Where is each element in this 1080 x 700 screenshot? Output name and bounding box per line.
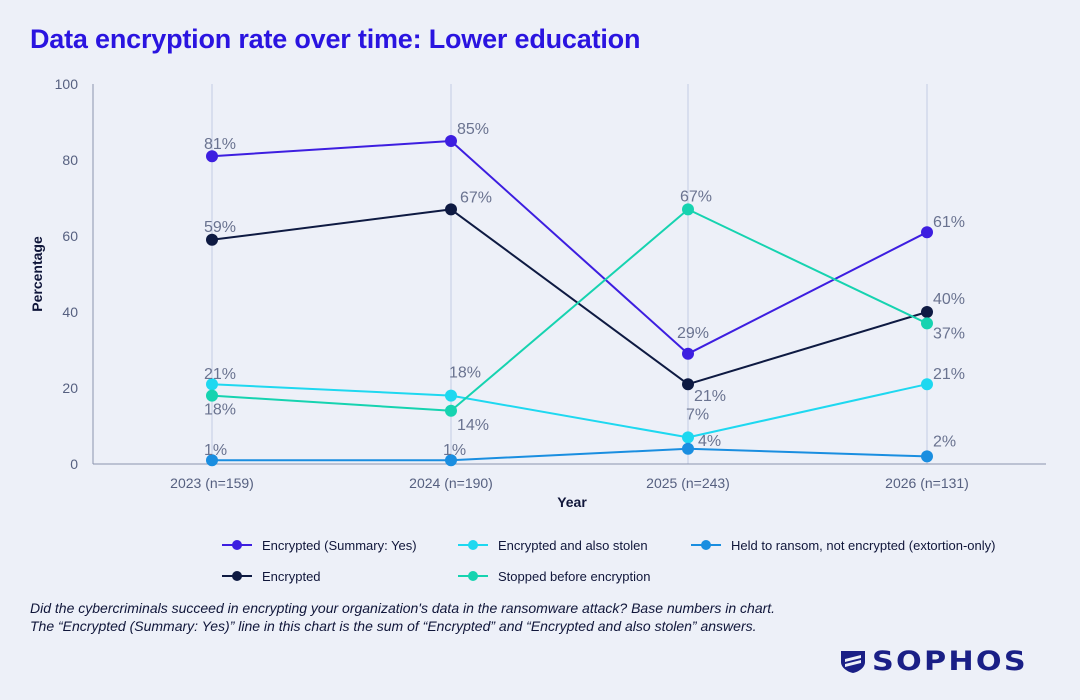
x-tick-label: 2026 (n=131) xyxy=(885,475,969,491)
footnote-line-2: The “Encrypted (Summary: Yes)” line in t… xyxy=(30,618,757,634)
legend-marker xyxy=(232,540,242,550)
data-label: 67% xyxy=(460,189,492,206)
data-point xyxy=(206,454,218,467)
data-label: 1% xyxy=(204,442,227,459)
logo-text: SOPHOS xyxy=(872,646,1028,677)
legend-marker xyxy=(701,540,711,550)
y-tick-label: 20 xyxy=(62,380,78,396)
x-axis-title: Year xyxy=(557,494,587,510)
series-line xyxy=(211,208,928,412)
data-point xyxy=(206,233,218,246)
data-label: 7% xyxy=(686,406,709,423)
y-axis-title: Percentage xyxy=(29,236,45,312)
x-tick-label: 2025 (n=243) xyxy=(646,475,730,491)
y-tick-label: 80 xyxy=(62,152,78,168)
data-point xyxy=(445,203,457,216)
data-label: 81% xyxy=(204,136,236,153)
data-label: 4% xyxy=(698,433,721,450)
chart-title: Data encryption rate over time: Lower ed… xyxy=(30,24,641,54)
data-label: 21% xyxy=(933,366,965,383)
data-label: 14% xyxy=(457,417,489,434)
data-label: 59% xyxy=(204,219,236,236)
series-line xyxy=(211,140,928,355)
x-tick-label: 2023 (n=159) xyxy=(170,475,254,491)
data-point xyxy=(445,454,457,467)
data-label: 29% xyxy=(677,325,709,342)
x-tick-label: 2024 (n=190) xyxy=(409,475,493,491)
legend-marker xyxy=(232,571,242,581)
data-label: 1% xyxy=(443,442,466,459)
sophos-logo: SOPHOS xyxy=(840,646,1026,677)
data-label: 67% xyxy=(680,188,712,205)
y-tick-label: 40 xyxy=(62,304,78,320)
data-point xyxy=(921,378,933,391)
y-tick-label: 60 xyxy=(62,228,78,244)
legend-label: Held to ransom, not encrypted (extortion… xyxy=(731,538,995,553)
data-point xyxy=(921,226,933,239)
sophos-shield-icon xyxy=(841,650,865,673)
footnote: Did the cybercriminals succeed in encryp… xyxy=(30,599,775,635)
data-label: 18% xyxy=(204,402,236,419)
series-line xyxy=(211,208,928,386)
y-tick-label: 0 xyxy=(70,456,78,472)
data-point xyxy=(682,442,694,455)
data-label: 37% xyxy=(933,325,965,342)
data-label: 21% xyxy=(694,388,726,405)
data-point xyxy=(445,389,457,402)
data-label: 40% xyxy=(933,291,965,308)
data-point xyxy=(682,347,694,360)
data-point xyxy=(921,317,933,330)
data-label: 18% xyxy=(449,365,481,382)
data-label: 61% xyxy=(933,214,965,231)
legend-label: Encrypted (Summary: Yes) xyxy=(262,538,417,553)
data-label: 85% xyxy=(457,121,489,138)
data-point xyxy=(921,306,933,318)
legend-label: Stopped before encryption xyxy=(498,569,651,584)
series-line xyxy=(212,447,928,462)
legend-label: Encrypted xyxy=(262,569,321,584)
y-tick-label: 100 xyxy=(55,76,79,92)
series-line xyxy=(211,383,928,439)
data-point xyxy=(682,431,694,444)
line-chart: 0 20 40 60 80 100 2023 (n=159) 2024 (n=190) 2025… xyxy=(29,76,1046,584)
data-point xyxy=(206,150,218,163)
legend-label: Encrypted and also stolen xyxy=(498,538,648,553)
data-label: 2% xyxy=(933,433,956,450)
legend-marker xyxy=(468,571,478,581)
data-point xyxy=(206,378,218,391)
data-point xyxy=(445,404,457,417)
legend-marker xyxy=(468,540,478,550)
footnote-line-1: Did the cybercriminals succeed in encryp… xyxy=(30,600,776,616)
data-point xyxy=(682,378,694,391)
data-label: 21% xyxy=(204,366,236,383)
data-point xyxy=(682,203,694,216)
data-point xyxy=(921,450,933,463)
data-point xyxy=(206,389,218,402)
data-point xyxy=(445,135,457,147)
